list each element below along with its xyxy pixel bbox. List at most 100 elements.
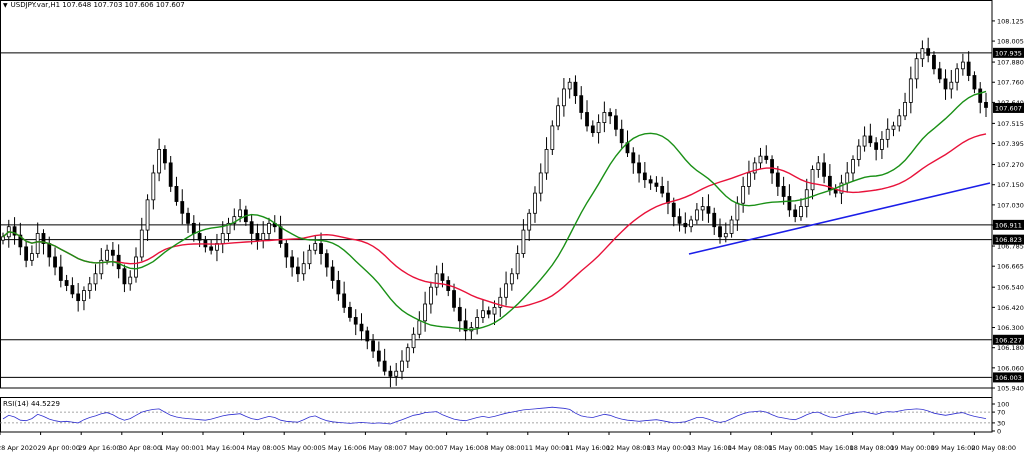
candle-body (694, 209, 699, 221)
candle-body (238, 209, 242, 218)
candle-body (770, 159, 774, 174)
candle-body (53, 256, 57, 268)
time-label: 18 May 08:00 (850, 444, 895, 452)
symbol-label: USDJPY.var,H1 (10, 1, 61, 9)
price-tick-label: 106.300 (997, 324, 1024, 332)
candle-body (295, 266, 300, 275)
candle-body (631, 152, 636, 164)
candle-body (249, 221, 254, 234)
candle-body (58, 266, 63, 281)
price-tick-label: 106.785 (997, 243, 1024, 251)
time-label: 29 Apr 00:00 (38, 444, 80, 452)
candle-body (1, 236, 5, 241)
candles (1, 37, 988, 388)
price-tick-label: 107.515 (997, 120, 1024, 128)
price-tick-label: 108.125 (997, 17, 1024, 25)
candle-body (937, 68, 942, 80)
price-tick-label: 106.420 (997, 304, 1024, 312)
candle-body (174, 185, 179, 202)
candle-body (47, 243, 52, 258)
level-price-box (993, 47, 1024, 58)
time-label: 4 May 08:00 (241, 444, 281, 452)
price-tick-label: 107.640 (997, 99, 1024, 107)
candle-body (637, 162, 641, 174)
candle-body (168, 162, 173, 187)
candle-body (619, 128, 624, 144)
time-label: 29 Apr 16:00 (78, 444, 120, 452)
candle-body (960, 61, 965, 70)
candle-body (388, 370, 393, 377)
candle-body (787, 196, 792, 211)
candle-body (348, 306, 352, 318)
candle-body (567, 81, 572, 90)
candle-body (556, 105, 561, 127)
ohlc-values: 107.648 107.703 107.606 107.607 (62, 1, 185, 9)
price-tick-label: 106.665 (997, 263, 1024, 271)
candle-body (191, 222, 196, 234)
candle-body (764, 155, 769, 160)
candle-body (533, 192, 537, 214)
candle-body (874, 142, 879, 150)
rsi-panel-frame (0, 397, 993, 433)
dropdown-arrow-icon[interactable]: ▼ (3, 2, 8, 9)
chart-title: ▼ USDJPY.var,H1 107.648 107.703 107.606 1… (3, 1, 185, 9)
candle-body (833, 189, 838, 194)
time-label: 5 May 00:00 (281, 444, 321, 452)
time-label: 15 May 16:00 (809, 444, 854, 452)
candle-body (752, 162, 757, 174)
candle-body (509, 273, 514, 285)
candle-body (87, 283, 92, 291)
candle-body (255, 233, 260, 241)
time-label: 11 May 00:00 (525, 444, 570, 452)
candle-body (99, 259, 104, 275)
candle-body (481, 310, 485, 318)
candle-body (845, 172, 850, 184)
candle-body (110, 249, 115, 256)
candle-body (700, 206, 705, 211)
candle-body (689, 219, 693, 228)
candle-body (359, 323, 364, 332)
candle-body (70, 285, 75, 295)
candle-body (232, 216, 237, 224)
candle-body (151, 172, 156, 201)
candle-body (573, 81, 578, 97)
time-label: 5 May 16:00 (322, 444, 362, 452)
candle-body (163, 149, 167, 164)
rsi-tick-label: 30 (997, 419, 1005, 427)
candle-body (301, 263, 306, 275)
candle-body (515, 253, 520, 275)
candle-body (741, 185, 746, 204)
candle-body (642, 172, 647, 181)
time-label: 1 May 00:00 (159, 444, 199, 452)
current-price-label: 107.607 (995, 104, 1022, 112)
candle-body (723, 233, 728, 238)
price-tick-label: 105.940 (997, 385, 1024, 393)
candle-body (758, 155, 763, 164)
rsi-title: RSI(14) 44.5229 (3, 400, 60, 408)
candle-body (376, 350, 381, 362)
candle-body (498, 296, 503, 308)
candle-body (614, 115, 618, 130)
price-tick-label: 106.060 (997, 364, 1024, 372)
level-price-label: 107.935 (995, 49, 1022, 57)
candle-body (955, 68, 959, 83)
main-panel-frame (0, 0, 993, 389)
candle-body (602, 112, 607, 123)
candle-body (712, 212, 717, 228)
candle-body (544, 149, 549, 174)
candle-body (122, 268, 127, 285)
time-label: 28 Apr 2020 (0, 444, 37, 452)
candle-body (538, 172, 543, 194)
level-price-label: 106.911 (995, 221, 1022, 229)
candle-body (400, 360, 404, 372)
candle-body (966, 61, 971, 76)
candle-body (440, 273, 445, 281)
time-label: 20 May 08:00 (971, 444, 1016, 452)
candle-body (868, 135, 873, 144)
candle-body (324, 253, 329, 268)
candle-body (371, 340, 375, 352)
candle-body (885, 128, 890, 140)
candle-body (943, 78, 948, 90)
time-label: 8 May 08:00 (484, 444, 524, 452)
